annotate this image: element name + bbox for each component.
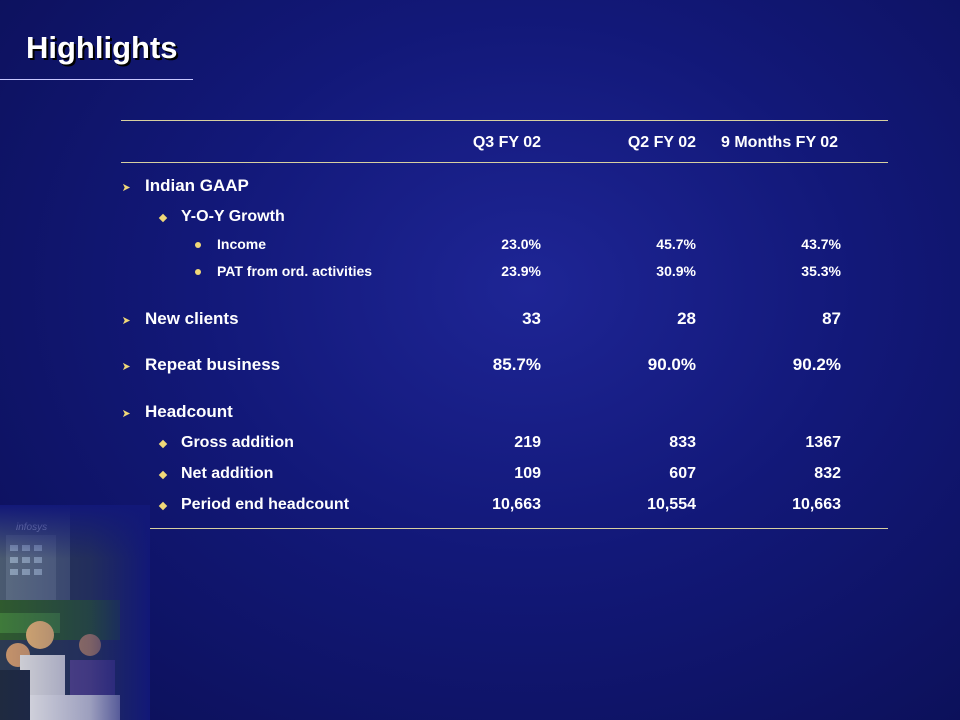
cell-q2: 30.9% (656, 263, 696, 279)
row-label: Repeat business (145, 355, 281, 374)
subsection-label: Y-O-Y Growth (181, 208, 285, 225)
cell-9m: 87 (822, 309, 841, 328)
cell-q3: 219 (514, 434, 541, 451)
slide-title: Highlights (26, 30, 178, 65)
subsection-yoy-growth: Y-O-Y Growth (0, 208, 960, 228)
cell-q3: 23.9% (501, 263, 541, 279)
row-label: Period end headcount (181, 496, 350, 513)
col-header-q3: Q3 FY 02 (472, 134, 541, 151)
cell-q2: 90.0% (647, 355, 696, 374)
row-label: Gross addition (181, 434, 294, 451)
cell-q2: 833 (669, 434, 696, 451)
table-row-gross-addition: Gross addition 219 833 1367 (0, 434, 960, 454)
arrow-bullet-icon (122, 362, 131, 371)
table-top-rule (121, 120, 888, 121)
cell-q3: 85.7% (492, 355, 541, 374)
row-label: New clients (145, 309, 239, 328)
cell-q3: 109 (514, 465, 541, 482)
arrow-bullet-icon (122, 183, 131, 192)
cell-q3: 10,663 (492, 496, 541, 513)
header-bottom-rule (121, 162, 888, 163)
diamond-bullet-icon (158, 501, 168, 511)
cell-9m: 90.2% (792, 355, 841, 374)
cell-q2: 45.7% (656, 236, 696, 252)
table-row-new-clients: New clients 33 28 87 (0, 309, 960, 331)
dot-bullet-icon (195, 242, 201, 248)
arrow-bullet-icon (122, 316, 131, 325)
cell-q2: 10,554 (647, 496, 696, 513)
cell-q3: 23.0% (501, 236, 541, 252)
section-indian-gaap: Indian GAAP (0, 176, 960, 198)
section-label: Indian GAAP (145, 176, 249, 195)
diamond-bullet-icon (158, 213, 168, 223)
cell-q2: 607 (669, 465, 696, 482)
row-label: Income (217, 236, 267, 252)
col-header-9months: 9 Months FY 02 (721, 134, 839, 151)
cell-9m: 35.3% (801, 263, 841, 279)
cell-q2: 28 (677, 309, 696, 328)
table-row-net-addition: Net addition 109 607 832 (0, 465, 960, 485)
section-label: Headcount (145, 402, 233, 421)
section-headcount: Headcount (0, 402, 960, 424)
campus-photo: infosys (0, 505, 150, 720)
diamond-bullet-icon (158, 439, 168, 449)
table-row-income: Income 23.0% 45.7% 43.7% (0, 236, 960, 254)
table-row-pat: PAT from ord. activities 23.9% 30.9% 35.… (0, 263, 960, 281)
table-bottom-rule (121, 528, 888, 529)
arrow-bullet-icon (122, 409, 131, 418)
col-header-q2: Q2 FY 02 (627, 134, 696, 151)
table-row-repeat-business: Repeat business 85.7% 90.0% 90.2% (0, 355, 960, 377)
diamond-bullet-icon (158, 470, 168, 480)
cell-q3: 33 (522, 309, 541, 328)
title-underline (0, 79, 193, 80)
table-header-row: Q3 FY 02 Q2 FY 02 9 Months FY 02 (0, 134, 960, 154)
row-label: Net addition (181, 465, 274, 482)
cell-9m: 10,663 (792, 496, 841, 513)
row-label: PAT from ord. activities (217, 263, 373, 279)
cell-9m: 832 (814, 465, 841, 482)
cell-9m: 1367 (805, 434, 841, 451)
cell-9m: 43.7% (801, 236, 841, 252)
table-row-period-end-headcount: Period end headcount 10,663 10,554 10,66… (0, 496, 960, 516)
dot-bullet-icon (195, 269, 201, 275)
